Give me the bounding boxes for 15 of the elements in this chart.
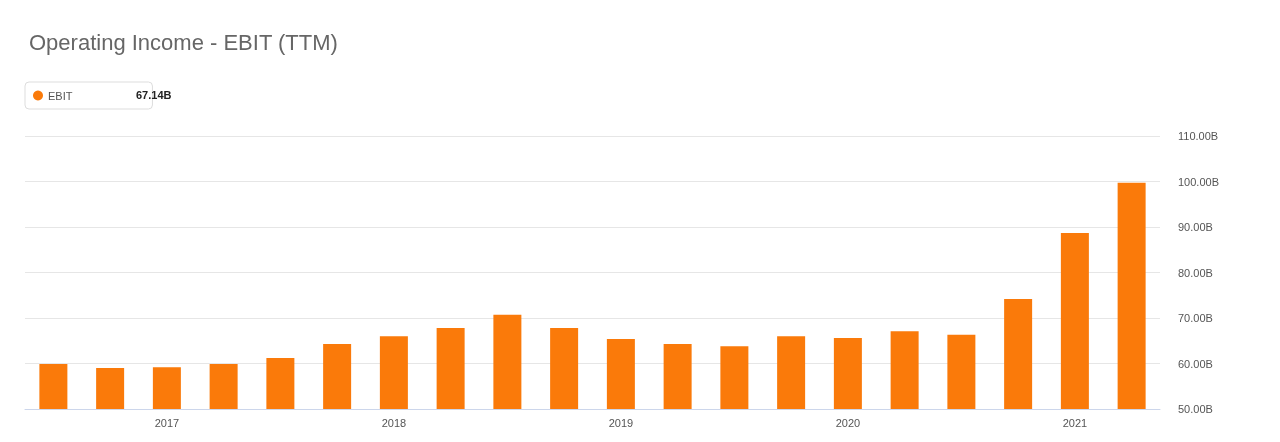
y-tick-label: 110.00B bbox=[1178, 130, 1219, 142]
x-tick-label: 2018 bbox=[381, 416, 407, 429]
y-tick-label: 100.00B bbox=[1178, 175, 1219, 188]
y-tick-label: 90.00B bbox=[1178, 221, 1213, 233]
chart-title: Operating Income - EBIT (TTM) bbox=[29, 29, 338, 55]
y-tick-label: 60.00B bbox=[1178, 357, 1213, 370]
y-tick-label: 70.00B bbox=[1178, 312, 1213, 324]
x-tick-label: 2017 bbox=[154, 416, 180, 429]
y-tick-label: 50.00B bbox=[1178, 403, 1213, 415]
text: 67.14B bbox=[136, 88, 172, 101]
x-tick-label: 2021 bbox=[1062, 416, 1088, 429]
x-tick-label: 2020 bbox=[835, 416, 861, 429]
legend-label: EBIT bbox=[48, 89, 73, 102]
x-tick-label: 2019 bbox=[608, 416, 634, 429]
y-tick-label: 80.00B bbox=[1178, 266, 1213, 279]
